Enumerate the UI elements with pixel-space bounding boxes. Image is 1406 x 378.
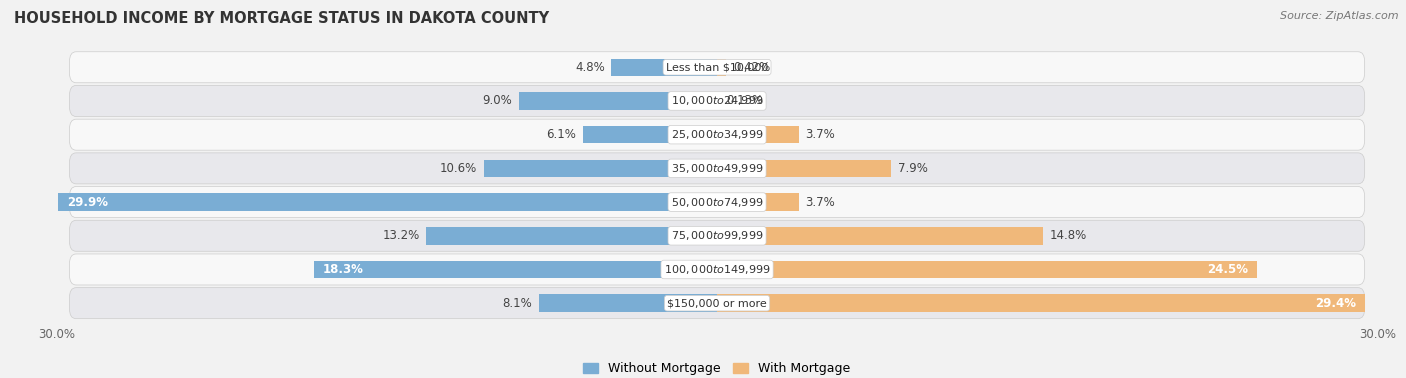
Text: 0.42%: 0.42%	[733, 61, 770, 74]
Text: $75,000 to $99,999: $75,000 to $99,999	[671, 229, 763, 242]
Text: 18.3%: 18.3%	[323, 263, 364, 276]
Text: 29.9%: 29.9%	[67, 195, 108, 209]
Bar	[519, 92, 717, 110]
Text: 4.8%: 4.8%	[575, 61, 605, 74]
Legend: Without Mortgage, With Mortgage: Without Mortgage, With Mortgage	[578, 357, 856, 378]
Text: HOUSEHOLD INCOME BY MORTGAGE STATUS IN DAKOTA COUNTY: HOUSEHOLD INCOME BY MORTGAGE STATUS IN D…	[14, 11, 550, 26]
FancyBboxPatch shape	[69, 220, 1365, 251]
Text: 3.7%: 3.7%	[806, 195, 835, 209]
Bar	[582, 126, 717, 143]
Bar	[717, 261, 1257, 278]
Bar	[717, 227, 1043, 245]
Text: 0.13%: 0.13%	[727, 94, 763, 107]
Text: $150,000 or more: $150,000 or more	[668, 298, 766, 308]
Bar	[717, 193, 799, 211]
FancyBboxPatch shape	[69, 254, 1365, 285]
Bar	[314, 261, 717, 278]
Bar	[717, 126, 799, 143]
Text: Less than $10,000: Less than $10,000	[666, 62, 768, 72]
Bar	[717, 294, 1365, 312]
Bar	[59, 193, 717, 211]
Text: $100,000 to $149,999: $100,000 to $149,999	[664, 263, 770, 276]
Text: 9.0%: 9.0%	[482, 94, 512, 107]
Text: 6.1%: 6.1%	[546, 128, 576, 141]
Text: 13.2%: 13.2%	[382, 229, 419, 242]
Text: 3.7%: 3.7%	[806, 128, 835, 141]
Bar	[717, 59, 727, 76]
Text: 29.4%: 29.4%	[1315, 297, 1355, 310]
Text: 24.5%: 24.5%	[1206, 263, 1249, 276]
Text: $50,000 to $74,999: $50,000 to $74,999	[671, 195, 763, 209]
Bar	[484, 160, 717, 177]
FancyBboxPatch shape	[69, 85, 1365, 116]
Text: 7.9%: 7.9%	[897, 162, 928, 175]
Text: 10.6%: 10.6%	[440, 162, 477, 175]
Bar	[538, 294, 717, 312]
FancyBboxPatch shape	[69, 187, 1365, 218]
Bar	[717, 160, 891, 177]
FancyBboxPatch shape	[69, 119, 1365, 150]
Bar	[717, 92, 720, 110]
Text: 8.1%: 8.1%	[502, 297, 531, 310]
FancyBboxPatch shape	[69, 288, 1365, 319]
Bar	[426, 227, 717, 245]
Text: Source: ZipAtlas.com: Source: ZipAtlas.com	[1281, 11, 1399, 21]
Text: $10,000 to $24,999: $10,000 to $24,999	[671, 94, 763, 107]
Bar	[612, 59, 717, 76]
FancyBboxPatch shape	[69, 52, 1365, 83]
Text: $35,000 to $49,999: $35,000 to $49,999	[671, 162, 763, 175]
Text: 14.8%: 14.8%	[1050, 229, 1087, 242]
Text: $25,000 to $34,999: $25,000 to $34,999	[671, 128, 763, 141]
FancyBboxPatch shape	[69, 153, 1365, 184]
